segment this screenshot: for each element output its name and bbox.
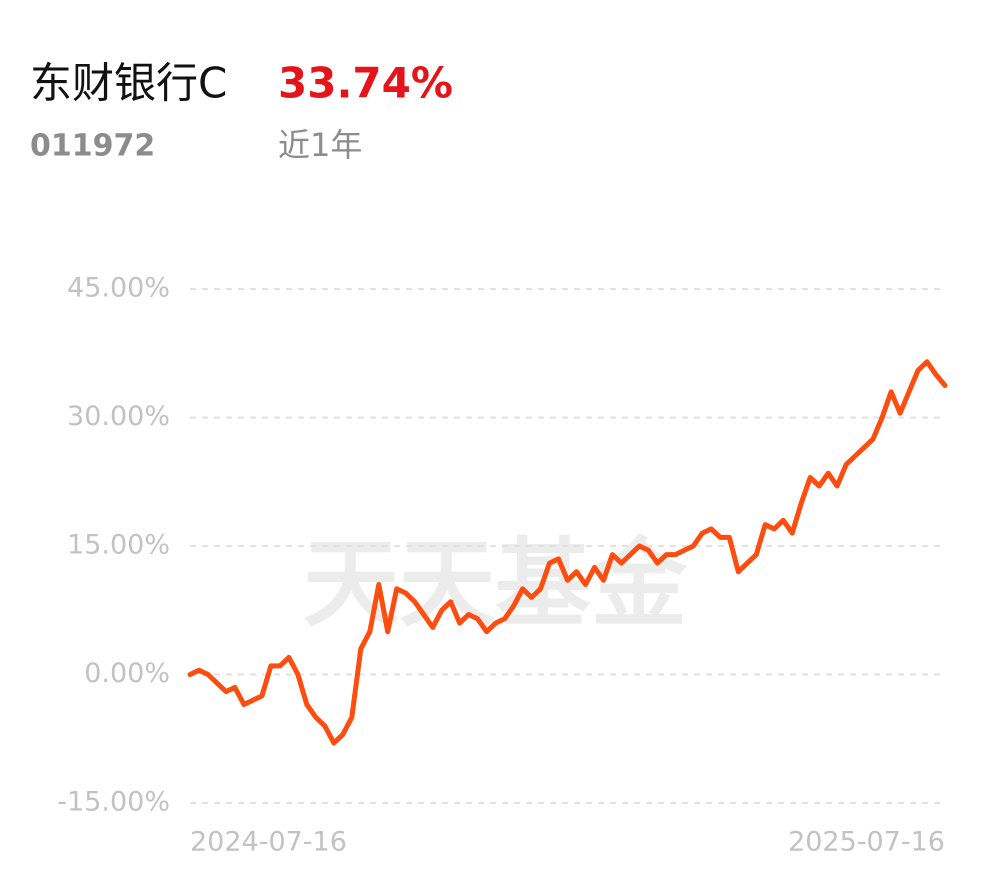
series-line [187,359,948,746]
fund-name: 东财银行C [30,59,227,108]
period: 近1年 [278,126,362,164]
y-tick-label: 15.00% [67,530,170,561]
fund-return: 33.74% [278,59,453,108]
y-tick-label: 45.00% [67,273,170,304]
x-tick-label: 2024-07-16 [190,827,347,858]
fund-code: 011972 [30,129,155,164]
y-tick-label: -15.00% [57,787,170,818]
y-tick-label: 30.00% [67,401,170,432]
x-tick-label: 2025-07-16 [788,827,945,858]
y-tick-label: 0.00% [84,658,170,689]
